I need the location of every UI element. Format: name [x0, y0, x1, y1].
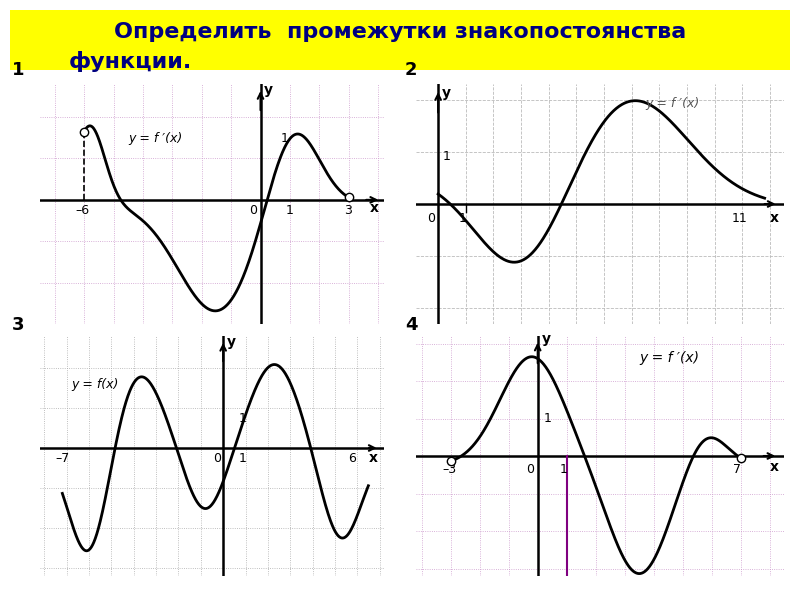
- Text: x: x: [770, 460, 778, 474]
- Text: y = f ′(x): y = f ′(x): [639, 351, 699, 365]
- Text: 1: 1: [281, 132, 289, 145]
- Text: –3: –3: [442, 463, 456, 476]
- Text: x: x: [370, 201, 378, 215]
- Text: 1: 1: [459, 212, 466, 225]
- Text: 1: 1: [239, 412, 246, 425]
- Text: 0: 0: [213, 452, 221, 465]
- Text: y = f(x): y = f(x): [71, 378, 118, 391]
- Text: 1: 1: [559, 463, 567, 476]
- Text: 3: 3: [12, 316, 25, 334]
- Text: 4: 4: [405, 316, 418, 334]
- Text: x: x: [770, 211, 779, 225]
- Text: y: y: [226, 335, 235, 349]
- Text: 1: 1: [442, 149, 450, 163]
- Text: y = f ′(x): y = f ′(x): [646, 97, 700, 110]
- Text: 0: 0: [526, 463, 534, 476]
- Text: y: y: [263, 83, 273, 97]
- Text: x: x: [368, 451, 378, 465]
- Text: 2: 2: [405, 61, 418, 79]
- Text: Определить  промежутки знакопостоянства: Определить промежутки знакопостоянства: [114, 22, 686, 42]
- Text: 11: 11: [731, 212, 747, 225]
- Text: 1: 1: [543, 412, 551, 425]
- Bar: [10, 10, 790, 70]
- Text: –7: –7: [56, 452, 70, 465]
- Text: 3: 3: [344, 205, 352, 217]
- Text: y: y: [442, 86, 451, 100]
- Text: y = f ′(x): y = f ′(x): [128, 132, 182, 145]
- Text: 7: 7: [734, 463, 742, 476]
- Text: 0: 0: [249, 205, 257, 217]
- Text: функции.: функции.: [68, 52, 192, 73]
- Text: 1: 1: [12, 61, 25, 79]
- Text: –6: –6: [75, 205, 90, 217]
- Text: 6: 6: [348, 452, 356, 465]
- Text: y: y: [542, 332, 551, 346]
- Text: 1: 1: [239, 452, 246, 465]
- Text: 0: 0: [427, 212, 435, 225]
- Text: 1: 1: [286, 205, 294, 217]
